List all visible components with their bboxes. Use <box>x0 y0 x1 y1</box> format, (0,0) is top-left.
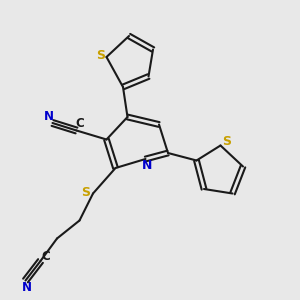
Text: S: S <box>81 185 90 199</box>
Text: N: N <box>142 159 152 172</box>
Text: S: S <box>223 135 232 148</box>
Text: C: C <box>76 117 85 130</box>
Text: N: N <box>22 280 32 294</box>
Text: N: N <box>44 110 54 123</box>
Text: S: S <box>97 49 106 62</box>
Text: C: C <box>41 250 50 263</box>
